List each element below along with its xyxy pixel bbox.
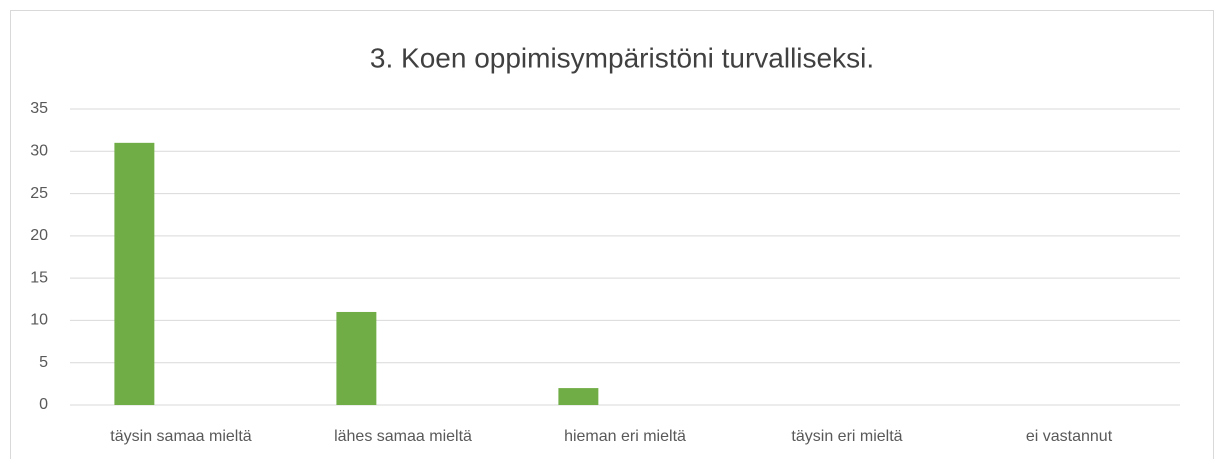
y-tick-label: 5: [39, 354, 48, 371]
x-tick-label: hieman eri mieltä: [564, 428, 686, 445]
chart-border: [10, 10, 1214, 459]
x-tick-label: täysin eri mieltä: [791, 428, 902, 445]
y-tick-label: 10: [30, 312, 48, 329]
bar: [114, 142, 155, 406]
y-tick-label: 35: [30, 100, 48, 117]
y-tick-label: 30: [30, 143, 48, 160]
bar: [558, 388, 599, 405]
y-tick-label: 15: [30, 269, 48, 286]
y-tick-label: 0: [39, 396, 48, 413]
y-tick-label: 25: [30, 185, 48, 202]
bar: [336, 311, 377, 405]
x-tick-label: ei vastannut: [1026, 428, 1113, 445]
x-tick-label: lähes samaa mieltä: [334, 428, 472, 445]
chart-title: 3. Koen oppimisympäristöni turvalliseksi…: [370, 42, 874, 73]
x-tick-label: täysin samaa mieltä: [110, 428, 251, 445]
y-tick-label: 20: [30, 227, 48, 244]
